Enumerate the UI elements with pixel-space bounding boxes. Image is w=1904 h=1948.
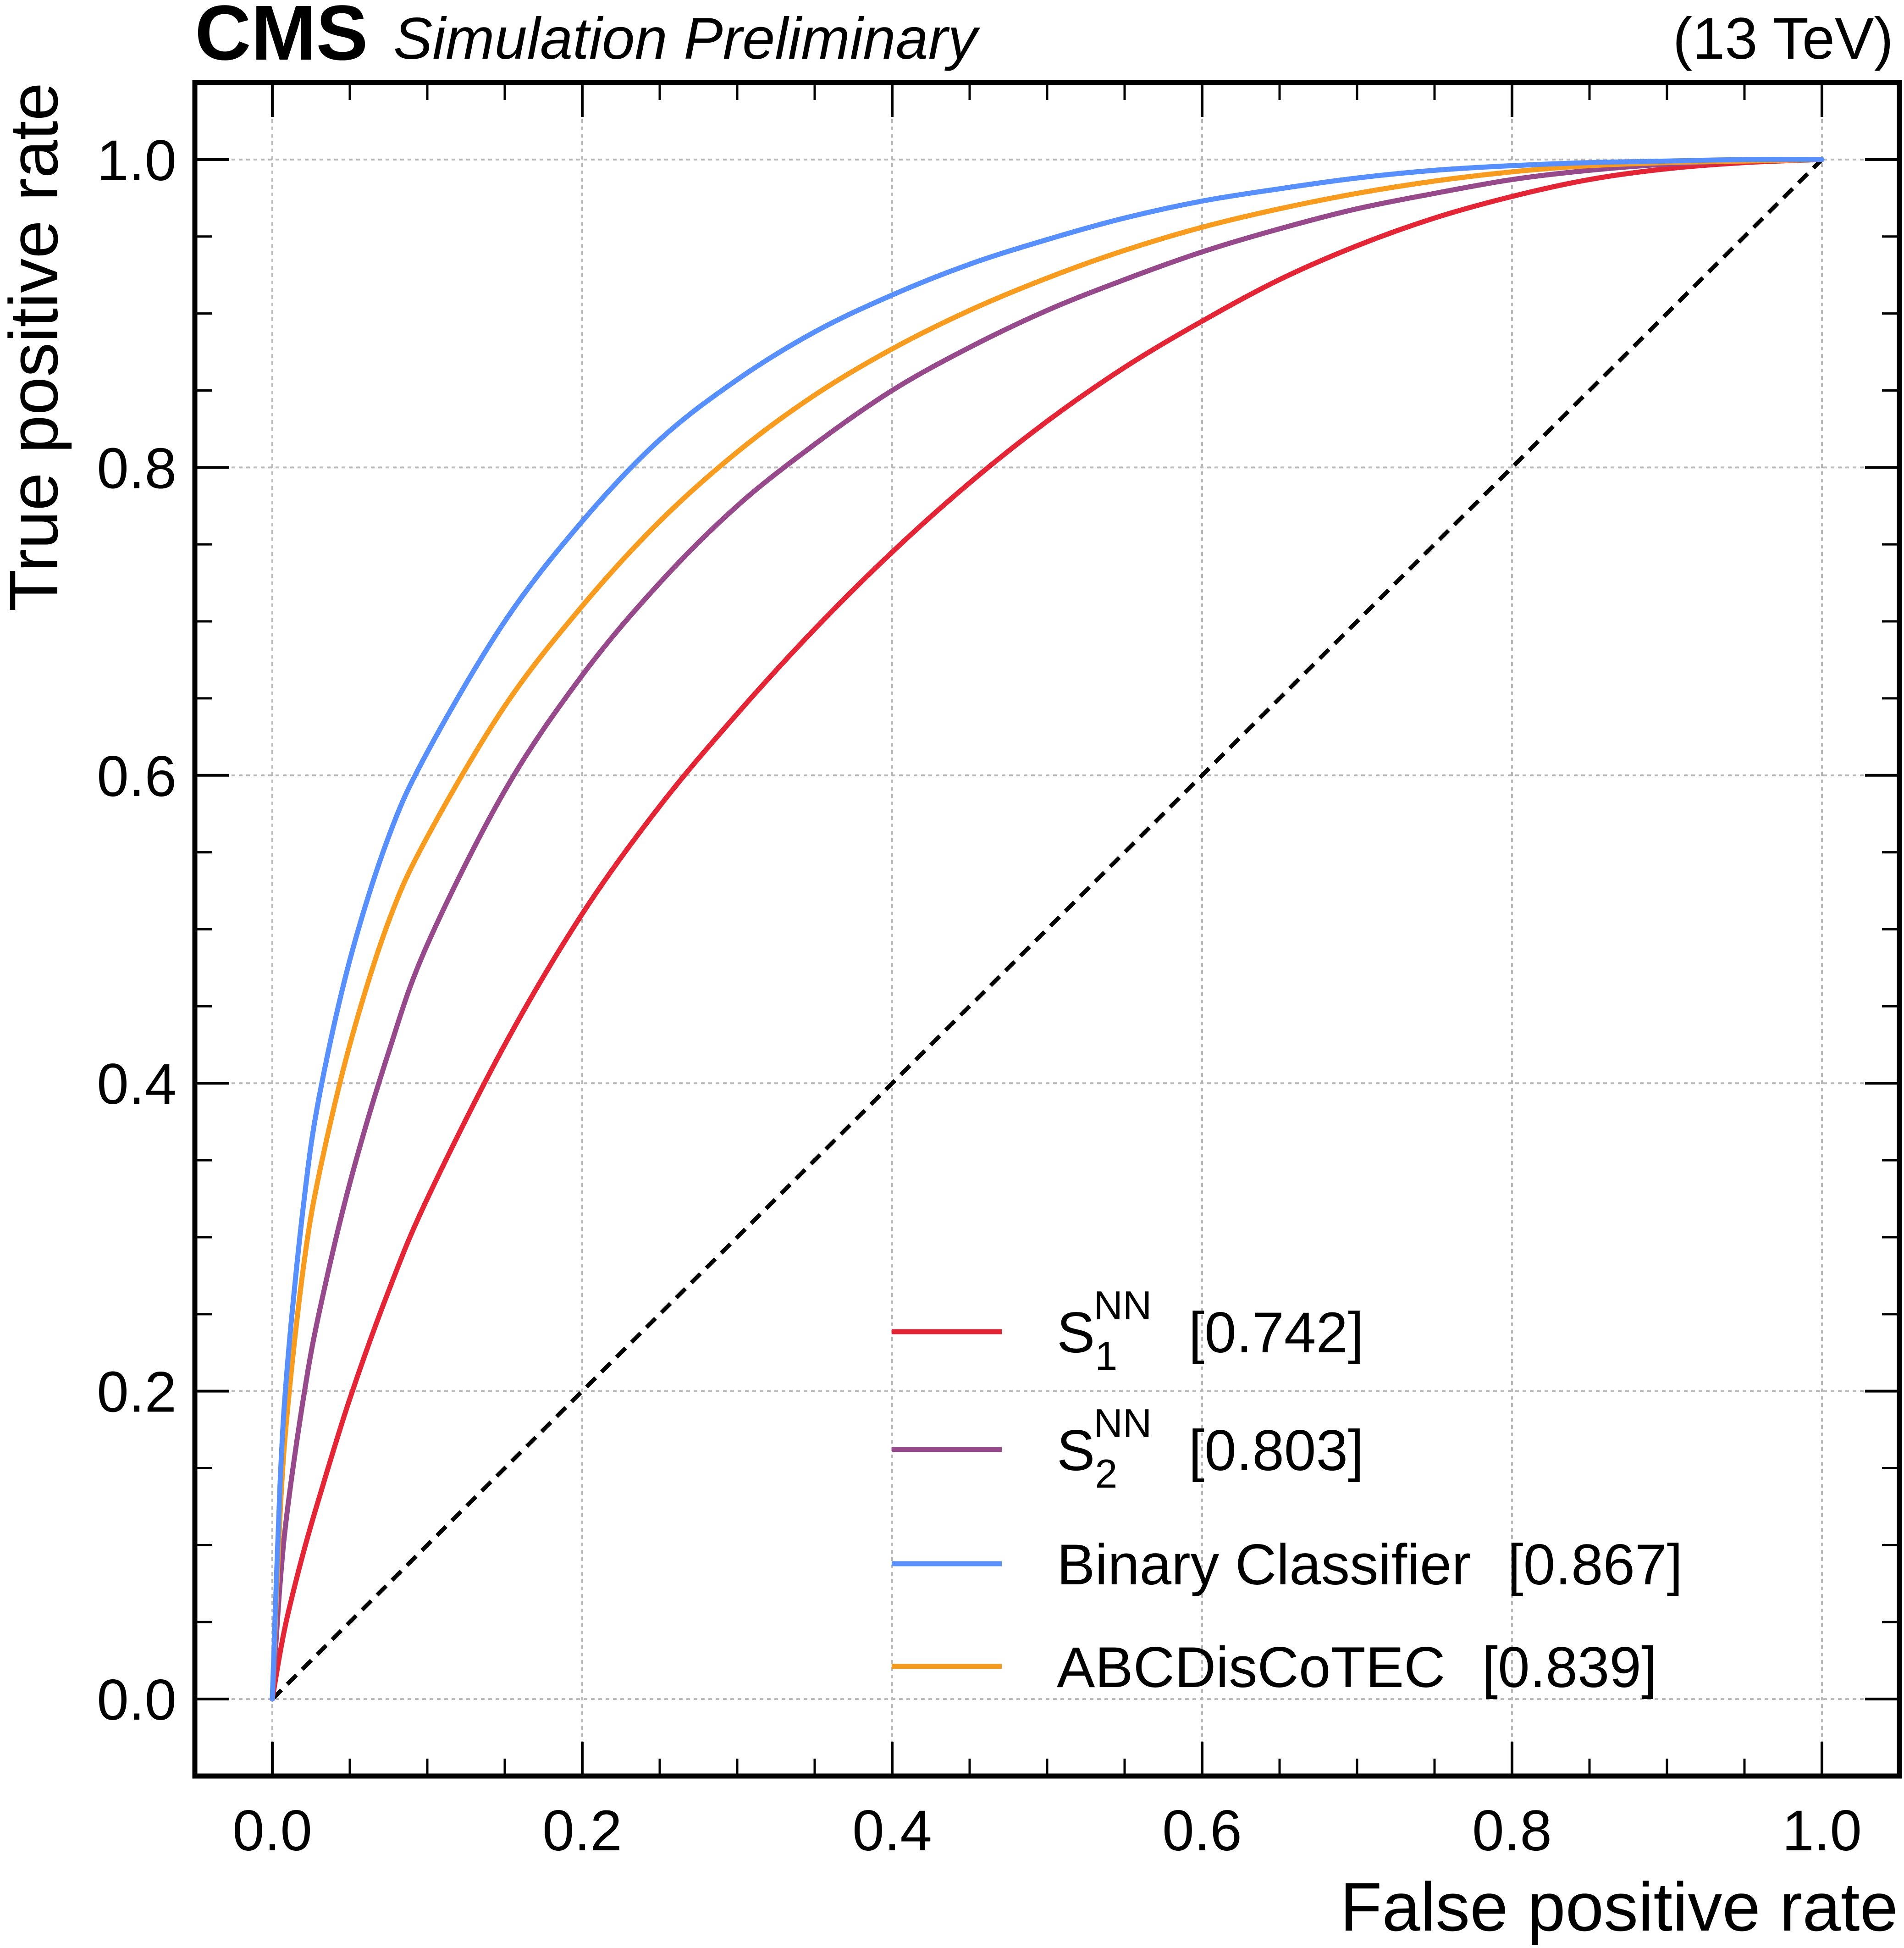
y-axis-label: True positive rate	[0, 83, 72, 611]
plot-area	[270, 157, 1825, 1702]
legend-entry: S2NN [0.803]	[1057, 1400, 1364, 1496]
energy-label: (13 TeV)	[1673, 6, 1893, 72]
roc-curve-2	[270, 157, 1825, 1702]
legend-entry: Binary Classifier [0.867]	[1057, 1533, 1683, 1597]
x-tick-label: 0.2	[542, 1799, 622, 1863]
y-tick-label: 0.2	[97, 1361, 177, 1424]
legend: S1NN [0.742] S2NN [0.803] Binary Classifier[…	[892, 1283, 1683, 1699]
x-tick-labels: 0.0 0.2 0.4 0.6 0.8 1.0	[232, 1799, 1862, 1863]
x-tick-label: 0.4	[852, 1799, 932, 1863]
y-tick-label: 0.6	[97, 745, 177, 808]
y-tick-label: 0.4	[97, 1052, 177, 1116]
roc-curve-3	[270, 157, 1825, 1702]
y-tick-label: 0.0	[97, 1668, 177, 1732]
experiment-label: CMS	[195, 0, 368, 77]
y-tick-label: 1.0	[97, 129, 177, 193]
y-tick-labels: 0.0 0.2 0.4 0.6 0.8 1.0	[97, 129, 177, 1732]
x-axis-label: False positive rate	[1340, 1868, 1898, 1945]
x-tick-label: 1.0	[1782, 1799, 1862, 1863]
x-tick-label: 0.8	[1472, 1799, 1552, 1863]
grid-lines	[195, 83, 1899, 1776]
random-guess-line	[270, 158, 1824, 1701]
roc-curve-1	[270, 157, 1825, 1702]
x-tick-label: 0.0	[232, 1799, 312, 1863]
y-tick-label: 0.8	[97, 437, 177, 500]
legend-entry: S1NN [0.742]	[1057, 1283, 1364, 1378]
x-tick-label: 0.6	[1162, 1799, 1242, 1863]
status-label: Simulation Preliminary	[393, 6, 980, 72]
roc-curve-0	[270, 157, 1825, 1702]
axis-ticks	[193, 81, 1901, 1777]
legend-entry: ABCDisCoTEC [0.839]	[1057, 1636, 1657, 1699]
